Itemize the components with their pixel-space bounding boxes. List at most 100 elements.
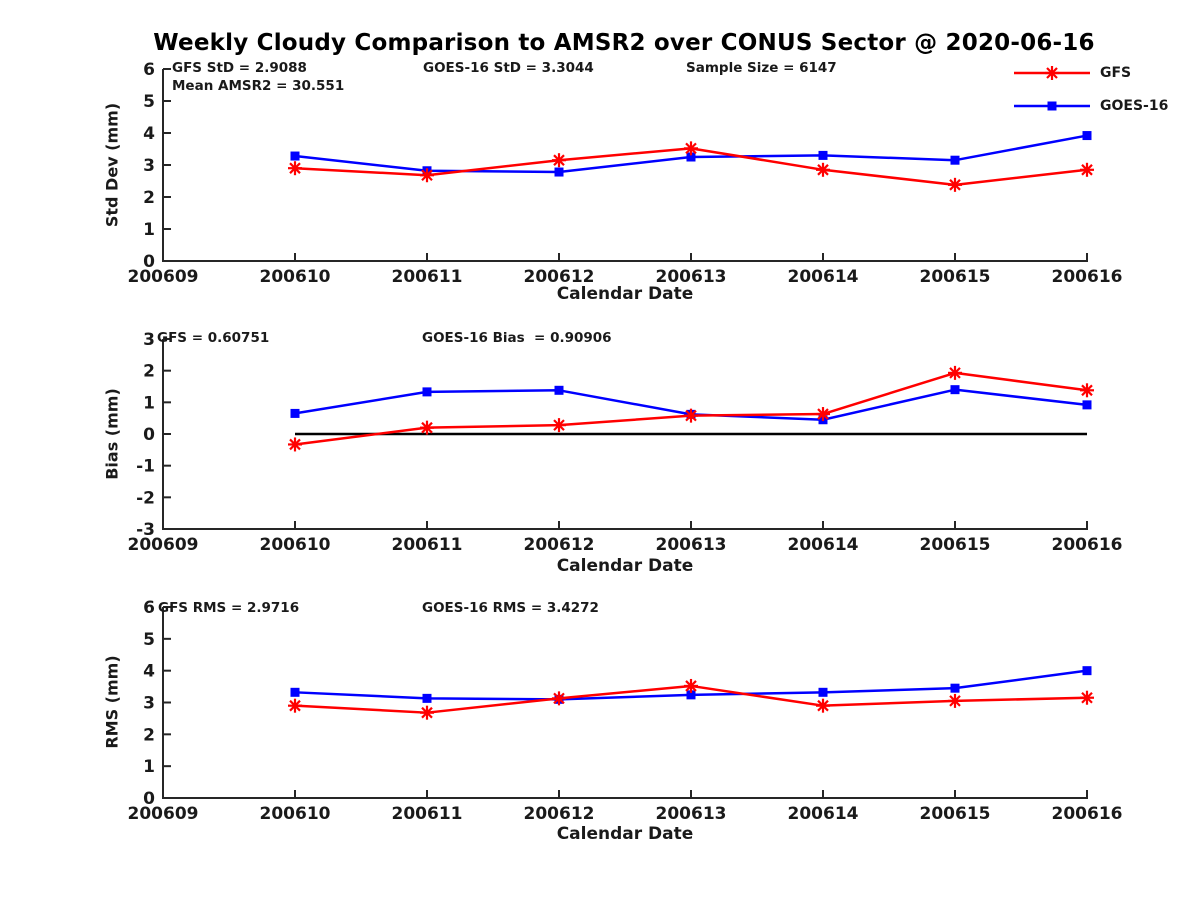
x-tick-label-bias-mm: 200612 [524, 535, 595, 555]
y-tick-label-bias-mm: 2 [143, 362, 155, 382]
y-tick-label-std-dev-mm: 4 [143, 124, 155, 144]
x-axis-label-3: Calendar Date [556, 824, 694, 844]
x-tick-label-rms-mm: 200610 [260, 804, 331, 824]
x-tick-label-rms-mm: 200611 [392, 804, 463, 824]
gfs-marker-std-dev-mm [816, 162, 830, 177]
y-tick-label-rms-mm: 6 [143, 598, 155, 618]
gfs-marker-bias-mm [948, 365, 962, 380]
x-axis-label-2: Calendar Date [556, 556, 694, 576]
annotation-goes-bias: GOES-16 Bias = 0.90906 [422, 330, 612, 346]
gfs-marker-bias-mm [288, 437, 302, 452]
goes-16-marker-std-dev-mm [290, 151, 300, 161]
x-tick-label-bias-mm: 200615 [920, 535, 991, 555]
y-tick-label-rms-mm: 3 [143, 694, 155, 714]
gfs-marker-rms-mm [1080, 690, 1094, 705]
goes-16-marker-rms-mm [1082, 666, 1092, 676]
x-tick-label-std-dev-mm: 200611 [392, 267, 463, 287]
goes-16-marker-std-dev-mm [686, 152, 696, 162]
goes-16-marker-bias-mm [950, 385, 960, 395]
goes-16-marker-bias-mm [290, 408, 300, 418]
x-tick-label-bias-mm: 200613 [656, 535, 727, 555]
gfs-marker-bias-mm [816, 407, 830, 422]
x-tick-label-rms-mm: 200614 [788, 804, 859, 824]
y-tick-label-std-dev-mm: 1 [143, 220, 155, 240]
y-tick-label-std-dev-mm: 0 [143, 252, 155, 272]
x-tick-label-std-dev-mm: 200612 [524, 267, 595, 287]
legend-label-gfs: GFS [1100, 65, 1132, 81]
x-tick-label-bias-mm: 200616 [1052, 535, 1123, 555]
y-tick-label-rms-mm: 5 [143, 630, 155, 650]
gfs-marker-std-dev-mm [552, 153, 566, 168]
x-tick-label-std-dev-mm: 200610 [260, 267, 331, 287]
goes-16-marker-rms-mm [686, 690, 696, 700]
goes-16-marker-bias-mm [1082, 400, 1092, 410]
goes-16-marker-rms-mm [950, 683, 960, 693]
goes16-line-sample-icon [1014, 101, 1090, 111]
x-tick-label-rms-mm: 200609 [128, 804, 199, 824]
goes-16-marker-bias-mm [554, 385, 564, 395]
legend-entry-gfs: GFS [1012, 62, 1168, 84]
annotation-gfs-bias: GFS = 0.60751 [157, 330, 270, 346]
x-tick-label-rms-mm: 200616 [1052, 804, 1123, 824]
annotation-goes-rms: GOES-16 RMS = 3.4272 [422, 600, 599, 616]
x-tick-label-std-dev-mm: 200616 [1052, 267, 1123, 287]
legend: GFS GOES-16 [1012, 62, 1168, 128]
y-axis-label-rms: RMS (mm) [102, 655, 122, 749]
gfs-marker-std-dev-mm [1080, 162, 1094, 177]
gfs-marker-rms-mm [420, 705, 434, 720]
annotation-sample-size: Sample Size = 6147 [686, 60, 837, 76]
x-tick-label-bias-mm: 200610 [260, 535, 331, 555]
legend-label-goes16: GOES-16 [1100, 98, 1169, 114]
annotation-mean-amsr2: Mean AMSR2 = 30.551 [172, 78, 345, 94]
y-tick-label-rms-mm: 4 [143, 662, 155, 682]
gfs-marker-rms-mm [288, 698, 302, 713]
x-tick-label-rms-mm: 200612 [524, 804, 595, 824]
goes-16-marker-rms-mm [290, 687, 300, 697]
goes-16-marker-std-dev-mm [950, 155, 960, 165]
gfs-marker-std-dev-mm [420, 168, 434, 183]
figure-title: Weekly Cloudy Comparison to AMSR2 over C… [153, 30, 1095, 56]
y-tick-label-rms-mm: 1 [143, 757, 155, 777]
x-tick-label-bias-mm: 200609 [128, 535, 199, 555]
x-tick-label-bias-mm: 200614 [788, 535, 859, 555]
x-tick-label-rms-mm: 200615 [920, 804, 991, 824]
gfs-marker-bias-mm [552, 418, 566, 433]
annotation-gfs-std: GFS StD = 2.9088 [172, 60, 307, 76]
x-tick-label-std-dev-mm: 200613 [656, 267, 727, 287]
x-tick-label-std-dev-mm: 200615 [920, 267, 991, 287]
gfs-marker-std-dev-mm [948, 177, 962, 192]
legend-entry-goes16: GOES-16 [1012, 95, 1168, 117]
gfs-marker-std-dev-mm [684, 141, 698, 156]
y-tick-label-bias-mm: 1 [143, 393, 155, 413]
y-tick-label-rms-mm: 0 [143, 789, 155, 809]
y-tick-label-bias-mm: -3 [136, 520, 155, 540]
y-tick-label-rms-mm: 2 [143, 725, 155, 745]
gfs-marker-rms-mm [816, 698, 830, 713]
y-tick-label-std-dev-mm: 3 [143, 156, 155, 176]
goes-16-marker-rms-mm [422, 693, 432, 703]
y-tick-label-bias-mm: -1 [136, 457, 155, 477]
y-tick-label-std-dev-mm: 5 [143, 92, 155, 112]
goes-16-marker-bias-mm [422, 387, 432, 397]
y-axis-label-std-dev: Std Dev (mm) [102, 102, 122, 228]
gfs-marker-rms-mm [684, 678, 698, 693]
goes-16-marker-std-dev-mm [1082, 131, 1092, 141]
x-tick-label-rms-mm: 200613 [656, 804, 727, 824]
y-tick-label-bias-mm: 0 [143, 425, 155, 445]
x-tick-label-std-dev-mm: 200614 [788, 267, 859, 287]
gfs-line-sample-icon [1014, 66, 1090, 80]
y-tick-label-std-dev-mm: 2 [143, 188, 155, 208]
gfs-marker-bias-mm [420, 420, 434, 435]
gfs-marker-std-dev-mm [288, 161, 302, 176]
y-axis-label-bias: Bias (mm) [102, 388, 122, 480]
y-tick-label-std-dev-mm: 6 [143, 60, 155, 80]
annotation-goes-std: GOES-16 StD = 3.3044 [423, 60, 594, 76]
gfs-marker-bias-mm [684, 408, 698, 423]
x-axis-label-1: Calendar Date [556, 284, 694, 304]
goes-16-marker-rms-mm [818, 687, 828, 697]
goes-16-marker-std-dev-mm [818, 150, 828, 160]
x-tick-label-bias-mm: 200611 [392, 535, 463, 555]
goes-16-marker-std-dev-mm [554, 167, 564, 177]
